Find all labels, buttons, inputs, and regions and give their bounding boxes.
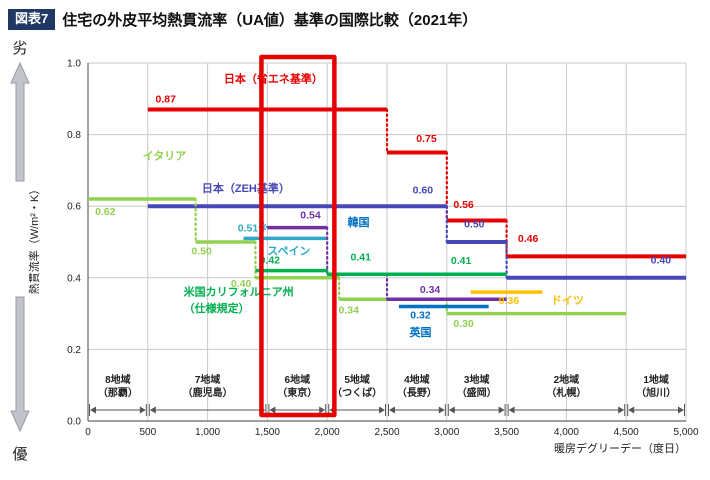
svg-text:（盛岡）: （盛岡） <box>457 386 497 399</box>
svg-text:（旭川）: （旭川） <box>636 386 676 399</box>
highlight-box-zone6-tokyo <box>259 54 337 418</box>
svg-text:0.41: 0.41 <box>350 252 371 264</box>
svg-text:0.34: 0.34 <box>339 305 360 317</box>
svg-text:0.32: 0.32 <box>410 309 431 321</box>
svg-text:（東京）: （東京） <box>277 386 317 399</box>
series-italy: 0.62 0.50 0.40 0.34 0.30 イタリア <box>88 150 627 330</box>
y-axis-title: 熱貫流率（W/m²・K） <box>27 184 41 295</box>
svg-text:7地域: 7地域 <box>195 373 221 386</box>
svg-text:1,500: 1,500 <box>255 427 280 438</box>
x-axis-title: 暖房デグリーデー（度日） <box>554 441 686 455</box>
worse-label: 劣 <box>12 40 27 57</box>
svg-text:2,000: 2,000 <box>315 427 340 438</box>
svg-text:0.30: 0.30 <box>453 318 474 330</box>
better-label: 優 <box>12 446 27 463</box>
svg-text:日本（ZEH基準）: 日本（ZEH基準） <box>202 181 290 195</box>
svg-text:0.51※: 0.51※ <box>238 222 269 234</box>
up-arrow-icon <box>10 61 30 182</box>
svg-text:スペイン: スペイン <box>267 245 310 258</box>
svg-text:2地域: 2地域 <box>554 373 580 386</box>
svg-text:0.75: 0.75 <box>416 133 437 145</box>
svg-text:0.8: 0.8 <box>67 130 81 141</box>
svg-text:0.56: 0.56 <box>453 199 474 211</box>
svg-text:3地域: 3地域 <box>464 373 490 386</box>
down-arrow-icon <box>10 296 30 433</box>
svg-text:（札幌）: （札幌） <box>546 386 586 399</box>
svg-text:0.46: 0.46 <box>518 233 539 245</box>
series-japan_zeh: 0.60 0.50 0.40 日本（ZEH基準） <box>147 181 686 280</box>
svg-text:0.34: 0.34 <box>420 284 441 296</box>
svg-text:1.0: 1.0 <box>67 59 81 70</box>
svg-text:（つくば）: （つくば） <box>332 386 382 399</box>
svg-text:（仕様規定）: （仕様規定） <box>184 301 250 315</box>
svg-text:5地域: 5地域 <box>344 373 370 386</box>
svg-text:1,000: 1,000 <box>195 427 220 438</box>
svg-text:（長野）: （長野） <box>397 386 437 399</box>
svg-text:8地域: 8地域 <box>105 373 131 386</box>
svg-text:0.50: 0.50 <box>191 246 212 258</box>
svg-text:1地域: 1地域 <box>643 373 669 386</box>
svg-text:0.42: 0.42 <box>260 254 281 266</box>
series-japan_energy_std: 0.87 0.75 0.56 0.46 日本（省エネ基準） <box>147 72 686 259</box>
svg-text:0: 0 <box>85 427 91 438</box>
quality-arrows <box>10 61 30 433</box>
svg-text:0.40: 0.40 <box>651 254 672 266</box>
svg-text:0.6: 0.6 <box>67 202 81 213</box>
svg-text:500: 500 <box>139 427 156 438</box>
svg-text:0.4: 0.4 <box>67 273 81 284</box>
svg-text:（鹿児島）: （鹿児島） <box>183 386 233 399</box>
svg-text:3,500: 3,500 <box>494 427 519 438</box>
series-uk: 0.32 英国 <box>398 304 489 339</box>
svg-text:0.62: 0.62 <box>95 206 116 218</box>
svg-text:日本（省エネ基準）: 日本（省エネ基準） <box>224 72 323 86</box>
svg-text:イタリア: イタリア <box>143 150 187 163</box>
svg-text:ドイツ: ドイツ <box>551 294 584 307</box>
grid-and-axes: 0.0 0.2 0.4 0.6 0.8 1.0 0 500 1,000 1,500 2,000 2,5… <box>67 59 699 439</box>
figure-number-badge: 図表7 <box>8 9 56 30</box>
svg-text:4,500: 4,500 <box>614 427 639 438</box>
svg-text:0.60: 0.60 <box>413 185 434 197</box>
svg-text:0.40: 0.40 <box>231 278 252 290</box>
ua-value-comparison-chart: 0.0 0.2 0.4 0.6 0.8 1.0 0 500 1,000 1,500 2,000 2,5… <box>10 40 699 463</box>
series-us_california: 0.42 0.41 0.41 米国カリフォルニア州 （仕様規定） <box>183 252 507 315</box>
series-germany: 0.36 ドイツ <box>470 290 584 307</box>
svg-text:0.87: 0.87 <box>156 93 177 105</box>
svg-text:0.54: 0.54 <box>300 210 321 222</box>
svg-text:3,000: 3,000 <box>434 427 459 438</box>
climate-zones: 8地域（那覇） 7地域（鹿児島） 6地域（東京） 5地域（つくば） 4地域（長野） 3地域… <box>89 373 685 416</box>
svg-text:4,000: 4,000 <box>554 427 579 438</box>
svg-text:4地域: 4地域 <box>404 373 430 386</box>
svg-text:0.50: 0.50 <box>464 219 485 231</box>
svg-text:6地域: 6地域 <box>285 373 311 386</box>
svg-text:英国: 英国 <box>408 325 431 339</box>
svg-text:（那覇）: （那覇） <box>98 386 138 399</box>
svg-text:2,500: 2,500 <box>374 427 399 438</box>
svg-text:0.36: 0.36 <box>499 295 520 307</box>
svg-text:5,000: 5,000 <box>673 427 698 438</box>
figure-header: 図表7 住宅の外皮平均熱貫流率（UA値）基準の国際比較（2021年） <box>0 0 710 31</box>
figure-title: 住宅の外皮平均熱貫流率（UA値）基準の国際比較（2021年） <box>62 12 478 29</box>
svg-text:韓国: 韓国 <box>348 215 370 229</box>
svg-text:0.0: 0.0 <box>67 417 81 428</box>
svg-text:0.2: 0.2 <box>67 345 81 356</box>
svg-text:米国カリフォルニア州: 米国カリフォルニア州 <box>183 285 294 299</box>
svg-text:0.41: 0.41 <box>451 255 472 267</box>
